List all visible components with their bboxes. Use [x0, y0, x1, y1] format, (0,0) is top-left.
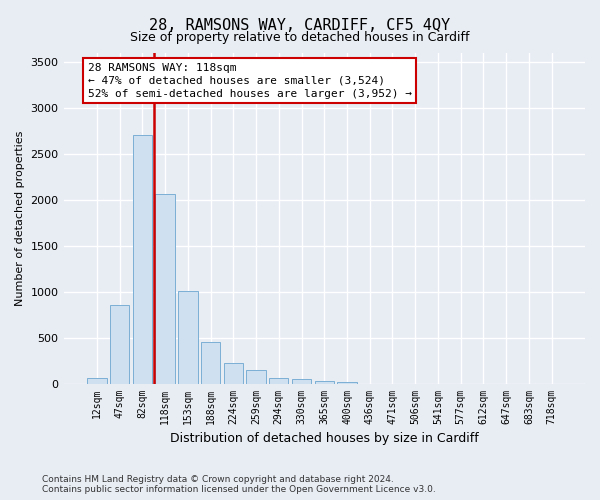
Bar	[133, 136, 152, 384]
Bar	[314, 381, 334, 384]
Bar	[87, 378, 107, 384]
Bar	[155, 194, 175, 384]
Bar	[178, 290, 197, 384]
Bar	[292, 379, 311, 384]
Text: 28 RAMSONS WAY: 118sqm
← 47% of detached houses are smaller (3,524)
52% of semi-: 28 RAMSONS WAY: 118sqm ← 47% of detached…	[88, 62, 412, 99]
Text: 28, RAMSONS WAY, CARDIFF, CF5 4QY: 28, RAMSONS WAY, CARDIFF, CF5 4QY	[149, 18, 451, 32]
Bar	[247, 370, 266, 384]
Text: Size of property relative to detached houses in Cardiff: Size of property relative to detached ho…	[130, 31, 470, 44]
Bar	[201, 342, 220, 384]
Bar	[337, 382, 356, 384]
Y-axis label: Number of detached properties: Number of detached properties	[15, 130, 25, 306]
X-axis label: Distribution of detached houses by size in Cardiff: Distribution of detached houses by size …	[170, 432, 479, 445]
Bar	[269, 378, 289, 384]
Bar	[224, 363, 243, 384]
Bar	[110, 306, 130, 384]
Text: Contains HM Land Registry data © Crown copyright and database right 2024.
Contai: Contains HM Land Registry data © Crown c…	[42, 474, 436, 494]
